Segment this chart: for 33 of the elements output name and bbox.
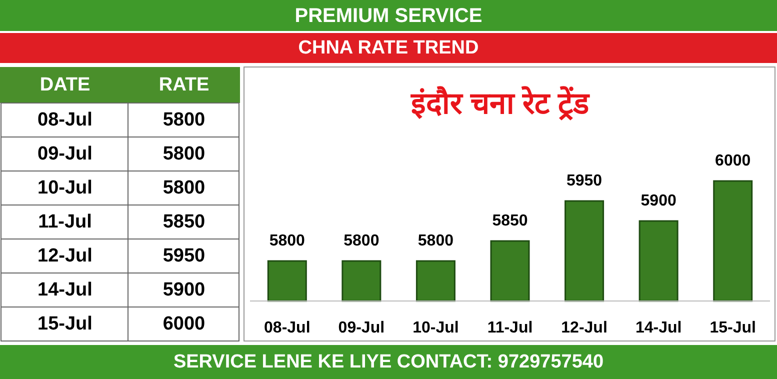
x-tick-label: 10-Jul [412, 320, 459, 336]
chart-subtitle: CHNA RATE TREND [298, 38, 479, 58]
data-label: 5900 [162, 280, 206, 300]
x-tick-label: 15-Jul [710, 320, 756, 336]
footer-band: SERVICE LENE KE LIYE CONTACT: 9729757540 [0, 345, 777, 379]
category-label: 10-Jul [38, 178, 92, 198]
category-label: 11-Jul [38, 212, 92, 232]
x-tick-label: 08-Jul [264, 320, 310, 336]
data-label: 6000 [162, 314, 206, 334]
table: DATE RATE 08-Jul 5800 09-Jul 5800 10-Jul 5800 11-Jul 5850 12-Jul 5950 14-Jul 5900 15-Jul 6000 [0, 67, 240, 342]
category-label: 14-Jul [38, 280, 92, 300]
category-label: 09-Jul [38, 144, 92, 164]
subtitle-band: CHNA RATE TREND [0, 33, 777, 63]
data-label: 5800 [162, 178, 206, 198]
header-band: PREMIUM SERVICE [0, 0, 777, 31]
data-label: 5950 [162, 246, 206, 266]
category-label: 12-Jul [38, 246, 92, 266]
data-label: 5850 [492, 212, 528, 230]
data-label: 5950 [566, 172, 602, 190]
x-tick-label: 09-Jul [338, 320, 385, 336]
text: इंदौर चना रेट ट्रेंड [410, 86, 590, 120]
x-tick-label: 12-Jul [561, 320, 608, 336]
data-label: 5800 [344, 232, 380, 250]
data-label: 6000 [715, 152, 751, 170]
data-label: 5800 [418, 232, 454, 250]
x-tick-label: 11-Jul [487, 320, 533, 336]
x-tick-label: 14-Jul [635, 320, 682, 336]
data-label: 5800 [162, 144, 206, 164]
data-label: 5800 [269, 232, 306, 250]
data-label: 5900 [640, 192, 676, 210]
category-label: 08-Jul [38, 110, 92, 130]
data-label: 5800 [162, 110, 206, 130]
data-label: 5850 [162, 212, 206, 232]
